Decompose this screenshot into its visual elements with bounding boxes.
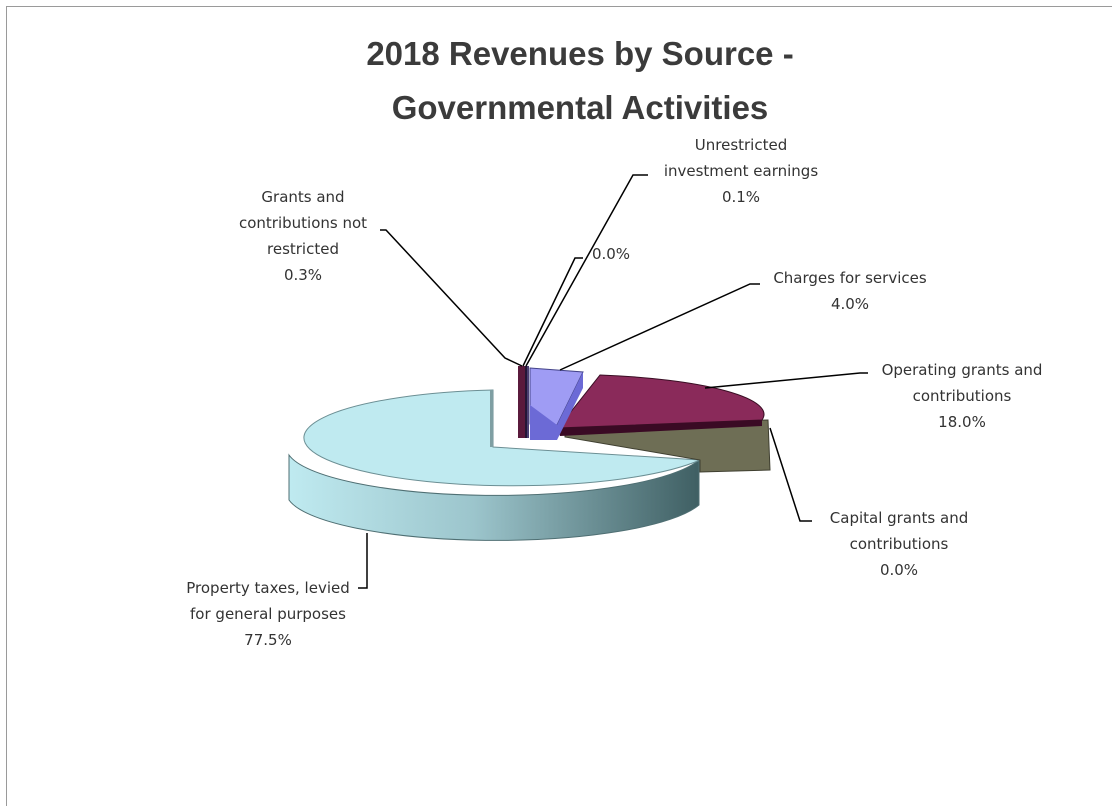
leader-investment-earnings (525, 174, 648, 367)
slice-operating-grants (556, 374, 765, 429)
leader-grants-not-restricted (380, 229, 523, 367)
pie-chart: Unrestricted investment earnings 0.1% Grant… (186, 136, 1043, 649)
label-property-taxes: Property taxes, levied for general purpos… (186, 579, 350, 649)
slice-property-taxes (303, 389, 701, 487)
slice-side-property-taxes (288, 453, 700, 541)
leader-zero-pct (522, 257, 583, 367)
slice-grants-not-restricted (518, 366, 525, 438)
label-zero-pct: 0.0% (592, 245, 630, 263)
slice-side-operating-grants (558, 420, 762, 436)
chart-title-line-2: Governmental Activities (391, 89, 769, 126)
slice-sliver-0pct (525, 366, 527, 438)
slice-side-charges-for-services (530, 372, 583, 440)
leader-operating-grants (704, 372, 868, 389)
slice-investment-earnings (527, 366, 529, 438)
label-investment-earnings: Unrestricted investment earnings 0.1% (664, 136, 818, 206)
chart-title-line-1: 2018 Revenues by Source - (366, 35, 794, 72)
label-grants-not-restricted: Grants and contributions not restricted 0.3… (239, 188, 367, 284)
leader-charges-for-services (559, 283, 760, 371)
label-capital-grants: Capital grants and contributions 0.0% (830, 509, 968, 579)
label-charges-for-services: Charges for services 4.0% (773, 269, 927, 313)
label-operating-grants: Operating grants and contributions 18.0% (882, 361, 1043, 431)
leader-property-taxes (358, 533, 368, 589)
leader-capital-grants (769, 427, 812, 522)
slice-edge-property-taxes (490, 390, 493, 447)
chart-frame (6, 6, 1112, 806)
